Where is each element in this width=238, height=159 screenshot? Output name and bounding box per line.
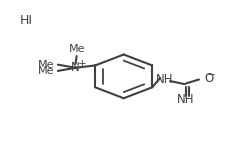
- Text: HI: HI: [20, 14, 33, 27]
- Text: +: +: [78, 59, 86, 69]
- Text: N: N: [71, 61, 80, 73]
- Text: NH: NH: [177, 93, 195, 106]
- Text: −: −: [207, 70, 216, 80]
- Text: Me: Me: [38, 60, 55, 70]
- Text: O: O: [205, 72, 214, 85]
- Text: NH: NH: [156, 73, 174, 86]
- Text: Me: Me: [38, 66, 55, 76]
- Text: Me: Me: [68, 44, 85, 54]
